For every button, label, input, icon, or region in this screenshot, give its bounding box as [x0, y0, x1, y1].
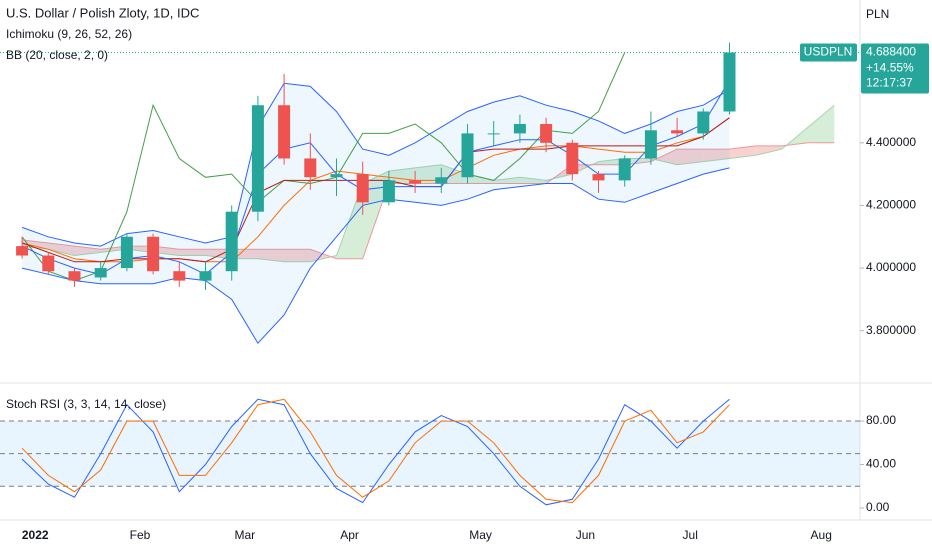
candle-body	[671, 130, 684, 134]
x-tick-label: Mar	[234, 528, 255, 542]
candle-body	[382, 180, 395, 203]
bb-lower	[21, 167, 730, 345]
candle-body	[199, 271, 212, 281]
x-tick-label: Jun	[576, 528, 595, 542]
candle-body	[435, 177, 448, 184]
candle-body	[251, 105, 264, 212]
y-tick-label: 4.200000	[866, 198, 916, 212]
level-band	[0, 421, 860, 487]
ichimoku-cloud	[310, 249, 337, 262]
last-price-label: 4.688400	[866, 45, 916, 59]
ichimoku-cloud	[153, 246, 180, 256]
ichimoku-cloud	[362, 170, 389, 259]
candle-body	[278, 105, 291, 159]
ichimoku-cloud	[100, 246, 127, 253]
ichimoku-cloud	[677, 149, 704, 165]
ichimoku-cloud	[257, 249, 285, 262]
ichimoku-cloud	[755, 145, 782, 156]
price-box	[861, 43, 929, 94]
ichimoku-cloud	[650, 149, 678, 165]
ichimoku-cloud	[624, 158, 651, 165]
candle-body	[16, 246, 29, 256]
ichimoku-cloud	[284, 249, 311, 262]
y-tick-label: 80.00	[866, 413, 896, 427]
candle-body	[147, 236, 160, 272]
ichimoku-cloud	[126, 246, 154, 253]
chart-title: U.S. Dollar / Polish Zloty, 1D, IDC	[6, 5, 199, 20]
candle-body	[697, 111, 710, 134]
bb-upper	[21, 82, 730, 247]
candle-body	[566, 142, 579, 175]
change-label: +14.55%	[866, 61, 914, 75]
ichimoku-cloud	[74, 246, 101, 256]
ichimoku-base	[21, 117, 730, 263]
candle-body	[68, 271, 81, 281]
ichimoku-conversion	[21, 79, 730, 275]
x-tick-label: Feb	[130, 528, 151, 542]
x-tick-label: Apr	[340, 528, 359, 542]
candle-body	[723, 52, 736, 112]
ichimoku-cloud	[205, 249, 232, 259]
ichimoku-cloud	[179, 249, 206, 256]
candle-body	[356, 174, 369, 203]
ichimoku-cloud	[808, 105, 835, 143]
stoch-line	[21, 398, 730, 504]
x-tick-label: May	[469, 528, 492, 542]
x-tick-label: Jul	[683, 528, 698, 542]
y-tick-label: 40.00	[866, 457, 896, 471]
symbol-label: USDPLN	[804, 45, 853, 59]
candle-body	[225, 211, 238, 272]
candle-body	[304, 158, 317, 178]
symbol-box	[800, 43, 857, 62]
y-tick-label: 4.400000	[866, 135, 916, 149]
candle-body	[120, 236, 133, 269]
candle-body	[94, 268, 107, 278]
candle-body	[487, 133, 500, 135]
candle-body	[592, 174, 605, 181]
indicator-label: Ichimoku (9, 26, 52, 26)	[6, 27, 132, 41]
ichimoku-cloud	[48, 243, 75, 256]
candle-body	[42, 255, 55, 272]
indicator-label: Stoch RSI (3, 3, 14, 14, close)	[6, 397, 166, 411]
countdown-label: 12:17:37	[866, 76, 913, 90]
candle-body	[330, 174, 343, 178]
candle-body	[173, 271, 186, 281]
candle-body	[618, 158, 631, 181]
bb-basis	[21, 117, 730, 263]
candle-body	[409, 180, 422, 184]
candle-body	[513, 124, 526, 134]
axis-label: PLN	[866, 7, 889, 21]
y-tick-label: 4.000000	[866, 260, 916, 274]
y-tick-label: 3.800000	[866, 323, 916, 337]
ichimoku-cloud	[703, 149, 730, 162]
x-tick-label: Aug	[811, 528, 832, 542]
indicator-label: BB (20, close, 2, 0)	[6, 48, 108, 62]
plot-layer	[0, 42, 860, 506]
candle-body	[540, 124, 553, 143]
ichimoku-cloud	[467, 174, 494, 184]
ichimoku-cloud	[519, 177, 547, 184]
ichimoku-cloud	[415, 164, 442, 184]
x-tick-label: 2022	[22, 528, 49, 542]
candle-body	[461, 133, 474, 178]
ichimoku-cloud	[598, 158, 625, 165]
ichimoku-cloud	[231, 249, 258, 259]
ichimoku-cloud	[729, 145, 756, 159]
ichimoku-cloud	[493, 177, 520, 184]
y-tick-label: 0.00	[866, 500, 890, 514]
stoch-line	[21, 398, 730, 506]
candle-body	[644, 130, 657, 159]
